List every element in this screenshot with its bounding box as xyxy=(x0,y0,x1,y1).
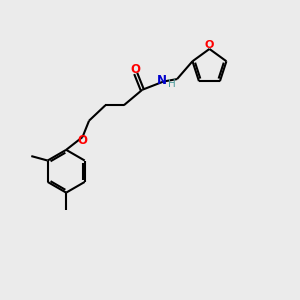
Text: N: N xyxy=(157,74,167,87)
Text: O: O xyxy=(205,40,214,50)
Text: O: O xyxy=(77,134,87,146)
Text: O: O xyxy=(130,63,140,76)
Text: H: H xyxy=(168,79,176,89)
